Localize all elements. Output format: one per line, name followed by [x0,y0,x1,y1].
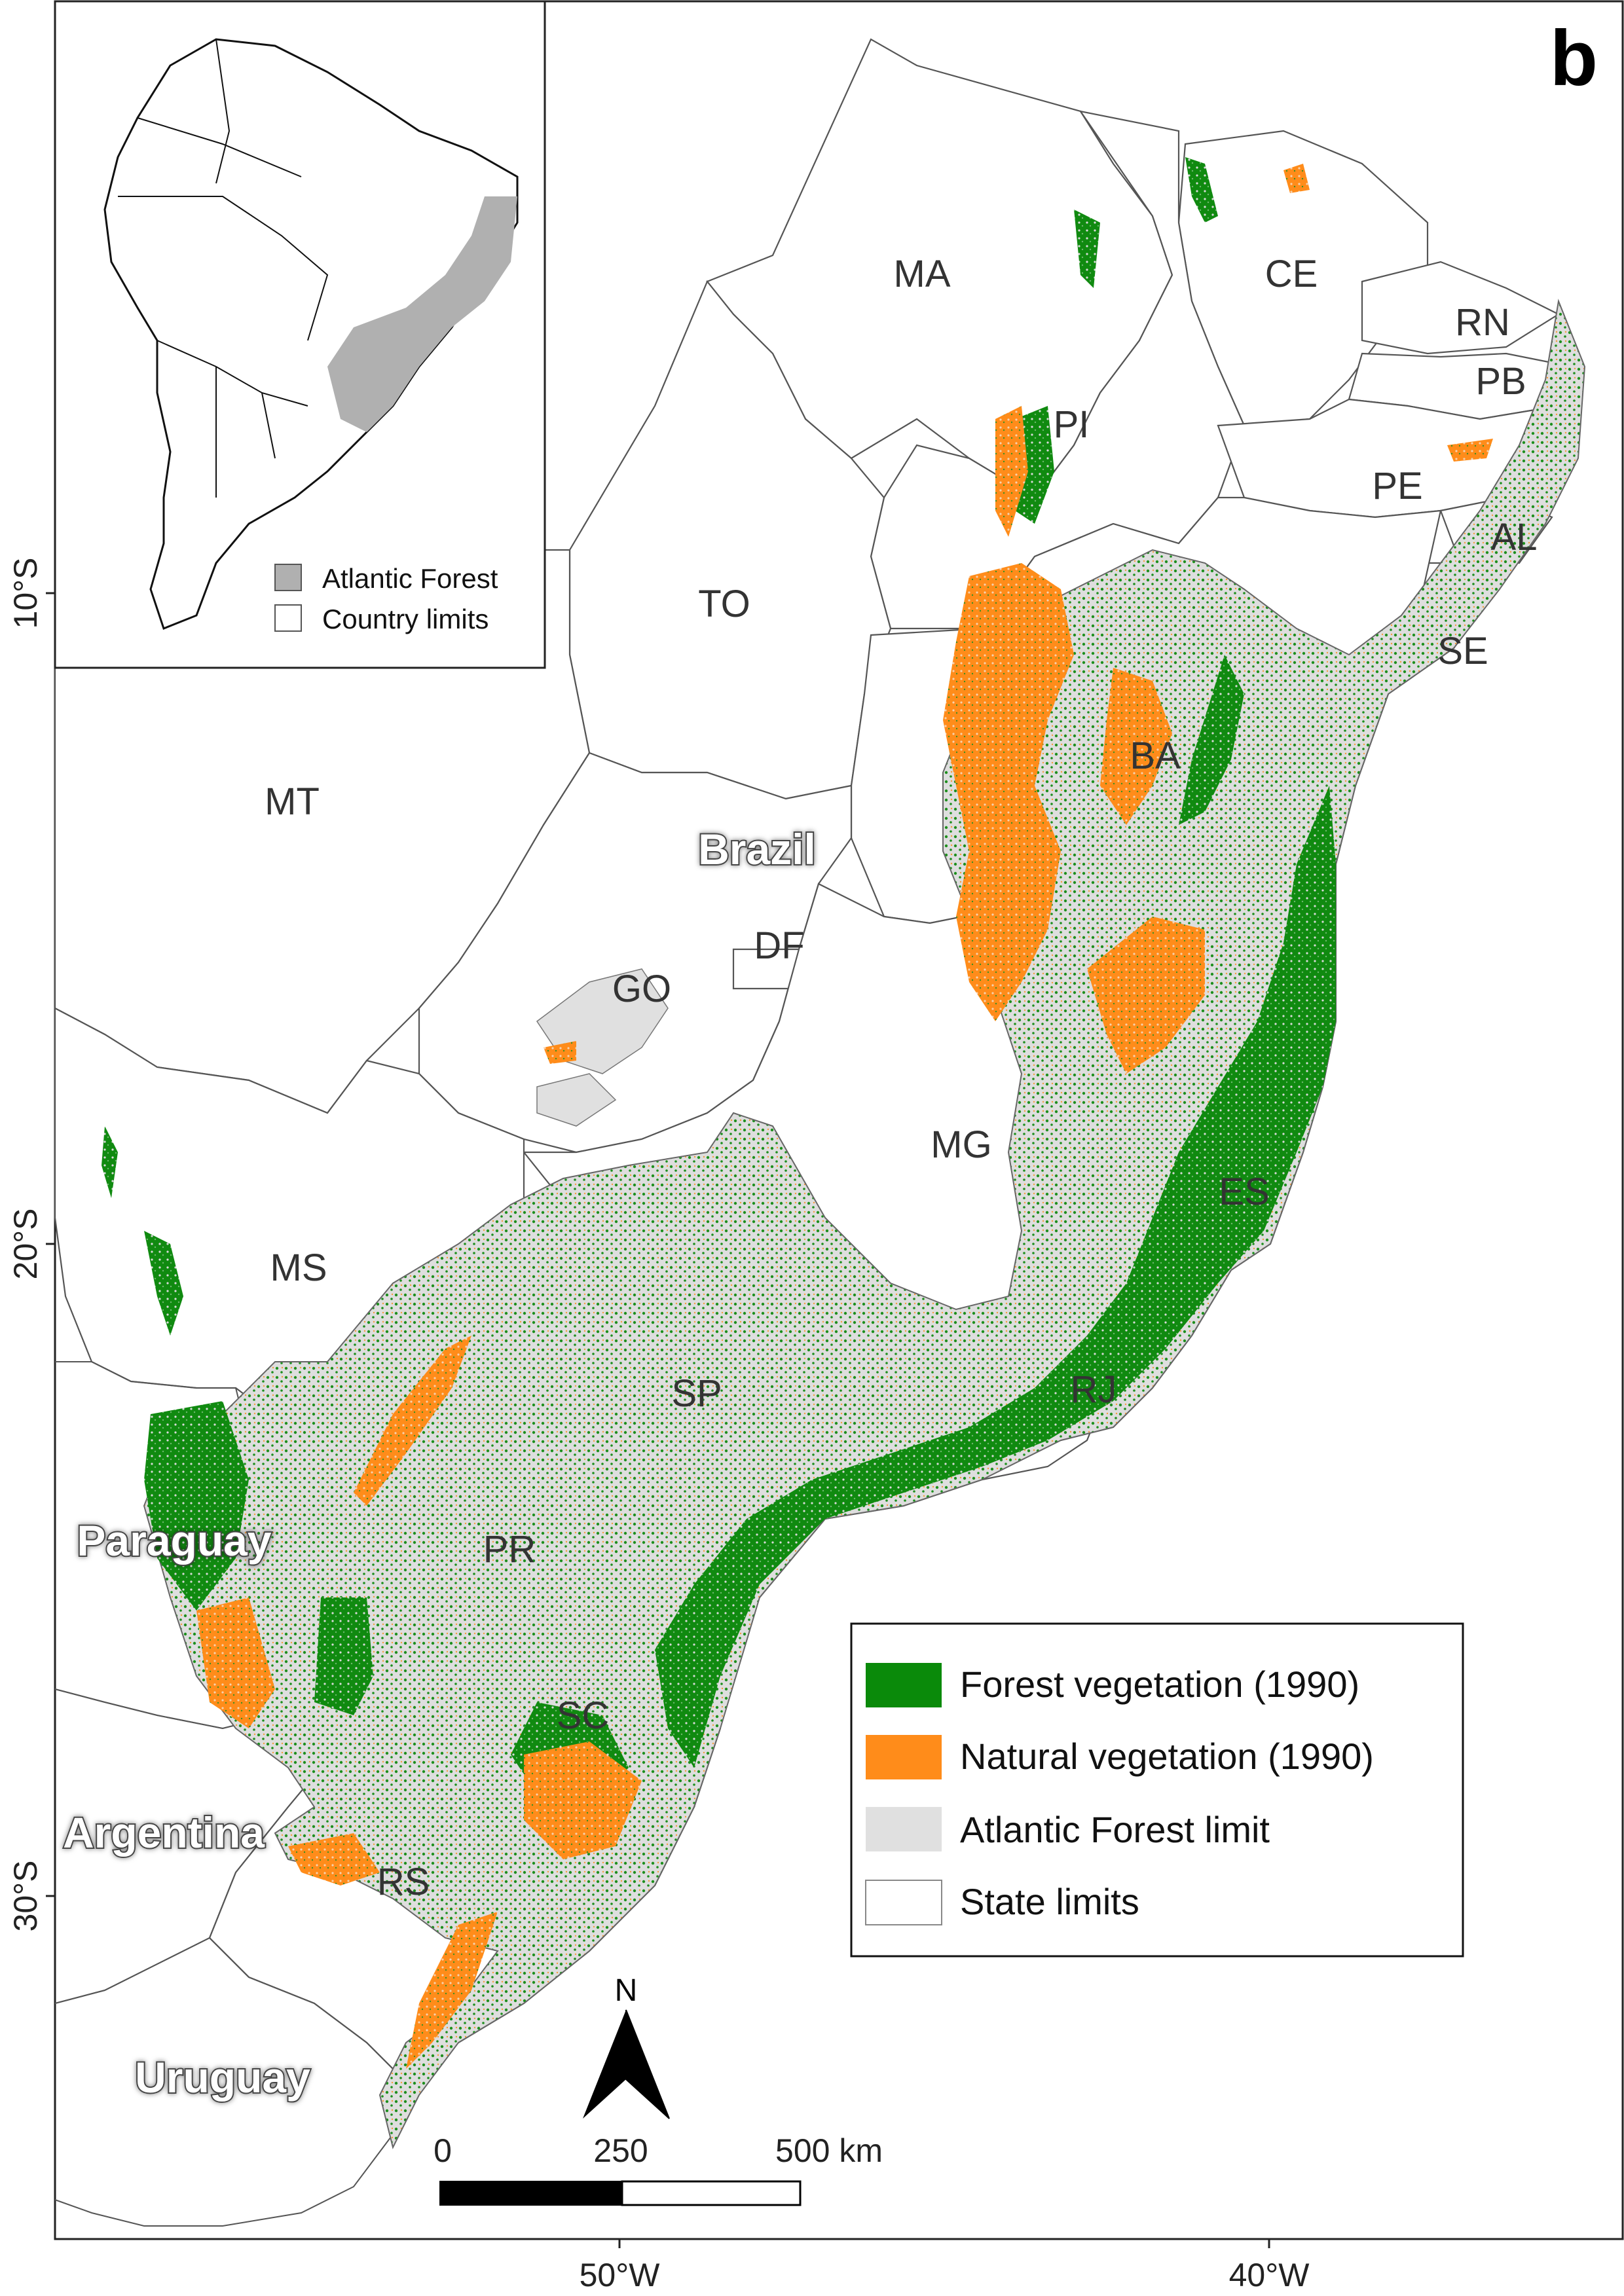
inset-map: Atlantic Forest Country limits [54,0,546,669]
forest-ma [1074,210,1100,288]
forest-ce-coast [1185,157,1218,223]
natural-rs-west [288,1833,380,1886]
inset-atlantic-forest [327,196,517,432]
natural-pi [995,406,1028,537]
forest-bahia-interior [1179,655,1244,825]
state-label-pb: PB [1475,360,1526,403]
state-label-al: AL [1491,516,1538,558]
state-label-ba: BA [1130,735,1181,777]
state-label-ms: MS [270,1247,327,1289]
natural-sp-river [354,1336,471,1506]
natural-sc-plateau [524,1741,642,1859]
forest-paraguay [144,1401,249,1611]
inset-legend-label-country: Country limits [322,604,489,634]
natural-ce-patches [1283,164,1310,193]
north-arrow-label: N [615,1973,638,2008]
legend-swatch-natural [866,1735,942,1779]
lat-label-30s: 30°S [7,1861,44,1932]
inset-country-lines [118,39,329,498]
state-label-rs: RS [377,1861,430,1903]
scale-tick-500: 500 km [775,2132,883,2169]
legend-frame [850,1622,1464,1958]
natural-rs-south [406,1912,498,2069]
legend-label-atlantic: Atlantic Forest limit [960,1809,1270,1850]
state-label-to: TO [698,583,750,625]
lon-label-50w: 50°W [580,2257,661,2293]
lat-label-20s: 20°S [7,1209,44,1280]
scale-tick-0: 0 [434,2132,452,2169]
graticule [46,592,1270,2248]
state-labels: MA CE RN PB PI PE AL TO SE BA MT GO DF M… [265,253,1537,1903]
state-label-sp: SP [671,1372,722,1415]
state-label-go: GO [612,968,671,1010]
state-label-se: SE [1437,630,1488,672]
map-legend: Forest vegetation (1990) Natural vegetat… [850,1622,1464,1958]
legend-swatch-state [865,1880,942,1925]
legend-swatch-atlantic [866,1807,942,1851]
inset-south-america [103,38,519,630]
north-arrow: N [583,1973,670,2119]
natural-vegetation [196,164,1493,2069]
legend-swatch-forest [866,1663,942,1707]
legend-label-natural: Natural vegetation (1990) [960,1736,1374,1777]
forest-ms [144,1231,183,1336]
lat-label-10s: 10°S [7,558,44,629]
atlantic-forest-fragment-go-2 [536,1073,617,1127]
forest-pi-strip [1015,406,1054,524]
state-label-ce: CE [1265,253,1318,295]
state-label-sc: SC [557,1694,610,1737]
state-label-mg: MG [931,1123,991,1166]
natural-bahia-central [1087,917,1205,1074]
coordinate-labels: 10°S 20°S 30°S 50°W 40°W [7,558,1310,2293]
natural-paraguay [196,1597,275,1728]
inset-legend-swatch-country [274,604,302,632]
natural-go [544,1041,576,1064]
forest-ms-west [101,1126,118,1198]
scale-segment-white [621,2180,802,2206]
state-label-pr: PR [483,1528,536,1571]
north-arrow-left-half [583,2010,626,2119]
state-label-mt: MT [265,780,320,823]
state-label-ma: MA [894,253,951,295]
country-label-uruguay: Uruguay [135,2053,310,2102]
natural-pb-patch [1447,439,1493,462]
forest-coastal-belt [655,786,1336,1768]
forest-pr-west [314,1597,373,1715]
legend-label-forest: Forest vegetation (1990) [960,1664,1359,1705]
inset-legend-swatch-atlantic [274,564,302,591]
lon-label-40w: 40°W [1229,2257,1310,2293]
natural-bahia-west [943,563,1074,1021]
country-label-paraguay: Paraguay [77,1516,271,1565]
state-label-df: DF [754,924,804,967]
state-label-pe: PE [1372,465,1422,507]
country-labels: Brazil Paraguay Argentina Uruguay [62,824,817,2103]
scale-segment-black [439,2181,623,2206]
legend-label-state: State limits [960,1881,1139,1922]
panel-letter: b [1550,14,1598,102]
state-rn [1361,261,1560,355]
north-arrow-right-half [625,2009,670,2119]
inset-legend-label-atlantic: Atlantic Forest [322,563,498,594]
country-label-argentina: Argentina [63,1808,265,1857]
natural-bahia-chapada [1100,668,1172,825]
state-label-es: ES [1219,1171,1269,1213]
state-label-rj: RJ [1071,1368,1117,1411]
country-label-brazil: Brazil [698,825,816,873]
scale-bar: 0 250 500 km [434,2132,883,2206]
state-label-rn: RN [1455,301,1510,344]
scale-tick-250: 250 [593,2132,648,2169]
state-label-pi: PI [1054,403,1090,446]
